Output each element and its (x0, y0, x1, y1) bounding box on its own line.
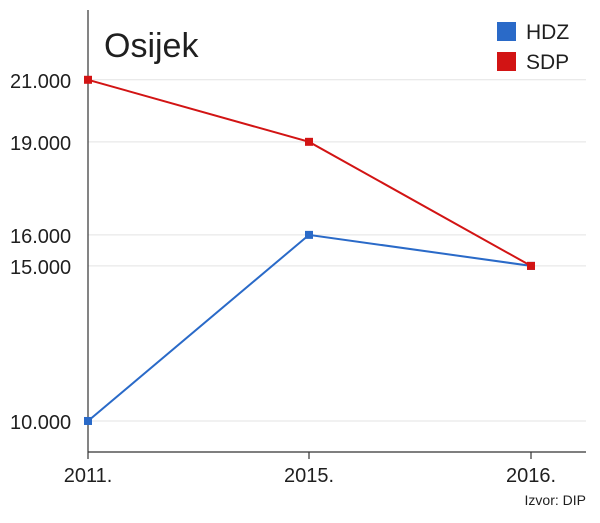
data-point-sdp-0 (84, 75, 92, 84)
source-note: Izvor: DIP (525, 492, 586, 508)
y-tick-label-3: 15.000 (10, 257, 71, 279)
legend-swatch-sdp (497, 52, 516, 71)
legend-label-hdz: HDZ (526, 21, 569, 44)
data-point-sdp-1 (305, 137, 313, 146)
series-line-hdz (87, 233, 532, 422)
y-tick-label-4: 10.000 (10, 412, 71, 434)
y-tick-label-2: 16.000 (10, 226, 71, 248)
legend-swatch-hdz (497, 22, 516, 41)
legend-label-sdp: SDP (526, 51, 569, 74)
y-tick-label-0: 21.000 (10, 71, 71, 93)
x-tick-label-2: 2016. (506, 465, 556, 487)
chart-title: Osijek (104, 27, 199, 65)
data-point-hdz-0 (84, 416, 92, 425)
data-point-sdp-2 (527, 261, 535, 270)
y-tick-label-1: 19.000 (10, 133, 71, 155)
x-tick-label-1: 2015. (284, 465, 334, 487)
x-tick-label-0: 2011. (64, 465, 113, 487)
data-point-hdz-1 (305, 230, 313, 239)
